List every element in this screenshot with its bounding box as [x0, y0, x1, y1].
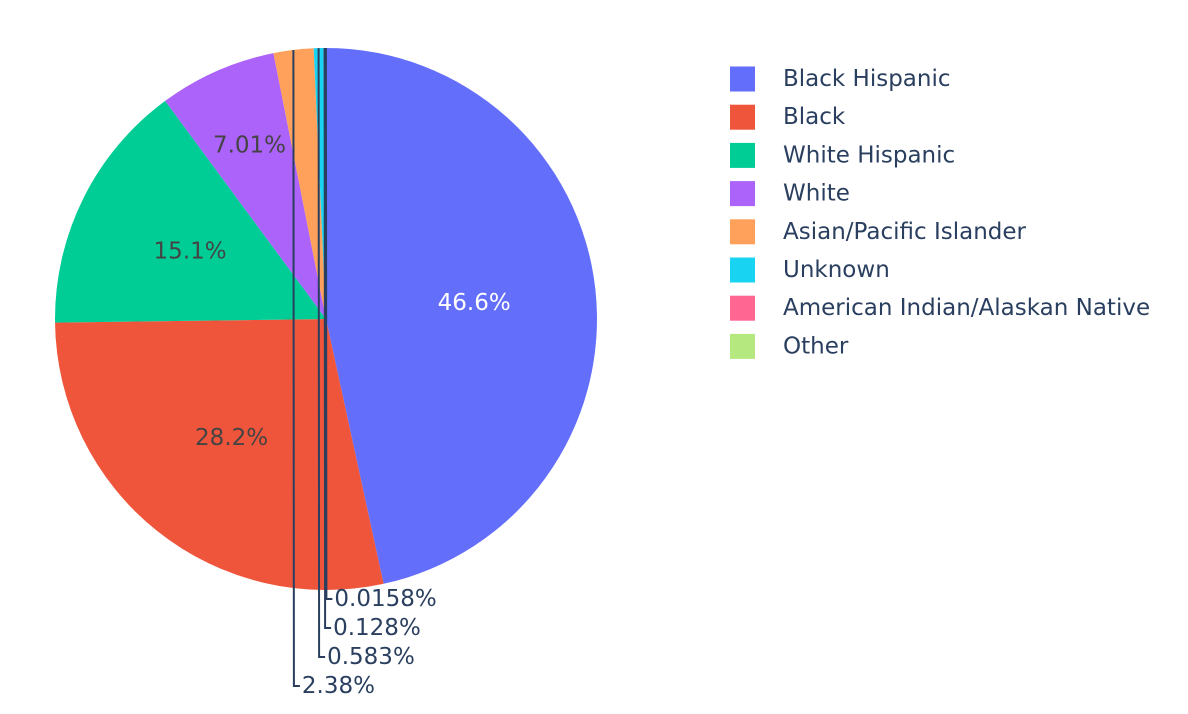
legend-swatch [730, 219, 755, 245]
slice-label-asian-pacific-islander: 2.38% [302, 673, 375, 699]
slice-label-black-hispanic: 46.6% [438, 290, 511, 316]
legend-label: Black [783, 104, 846, 130]
pie-slice-white-hispanic[interactable] [54, 100, 326, 323]
legend-swatch [730, 66, 755, 92]
legend-item-american-indian-alaskan-native[interactable]: American Indian/Alaskan Native [730, 295, 1150, 321]
legend-label: Asian/Pacific Islander [783, 219, 1027, 245]
legend-item-black[interactable]: Black [730, 104, 846, 130]
legend-item-white-hispanic[interactable]: White Hispanic [730, 142, 955, 168]
legend-swatch [730, 295, 755, 321]
leader-line-american-indian-alaskan-native [323, 47, 332, 629]
legend-item-unknown[interactable]: Unknown [730, 257, 890, 283]
legend-swatch [730, 181, 755, 207]
pie-slice-white[interactable] [165, 53, 326, 320]
legend: Black Hispanic Black White Hispanic White As… [730, 66, 1150, 359]
legend-label: White [783, 181, 850, 207]
pie-slice-black[interactable] [55, 319, 384, 590]
legend-item-black-hispanic[interactable]: Black Hispanic [730, 66, 951, 92]
pie-slices [54, 47, 597, 590]
legend-swatch [730, 333, 755, 359]
slice-label-white-hispanic: 15.1% [154, 239, 227, 265]
leader-line-unknown [317, 48, 326, 658]
legend-swatch [730, 257, 755, 283]
inside-slice-labels: 46.6% 28.2% 15.1% 7.01% [154, 132, 511, 450]
legend-item-other[interactable]: Other [730, 333, 849, 359]
pie-slice-black-hispanic[interactable] [326, 48, 597, 584]
legend-label: Other [783, 333, 849, 359]
legend-item-asian-pacific-islander[interactable]: Asian/Pacific Islander [730, 219, 1027, 245]
legend-label: Black Hispanic [783, 66, 951, 92]
legend-label: White Hispanic [783, 142, 955, 168]
legend-item-white[interactable]: White [730, 181, 850, 207]
leader-line-asian-pacific-islander [292, 49, 300, 687]
pie-slice-unknown[interactable] [313, 48, 326, 319]
legend-label: Unknown [783, 257, 890, 283]
legend-swatch [730, 142, 755, 168]
pie-slice-asian-pacific-islander[interactable] [273, 48, 326, 319]
slice-label-white: 7.01% [213, 132, 286, 158]
leader-line-other [324, 47, 333, 600]
slice-label-other: 0.0158% [334, 586, 436, 612]
slice-label-unknown: 0.583% [327, 644, 415, 670]
legend-label: American Indian/Alaskan Native [783, 295, 1150, 321]
slice-label-american-indian-alaskan-native: 0.128% [333, 615, 421, 641]
slice-label-black: 28.2% [195, 425, 268, 451]
outside-slice-labels: 2.38% 0.583% 0.128% 0.0158% [292, 47, 437, 699]
legend-swatch [730, 104, 755, 130]
